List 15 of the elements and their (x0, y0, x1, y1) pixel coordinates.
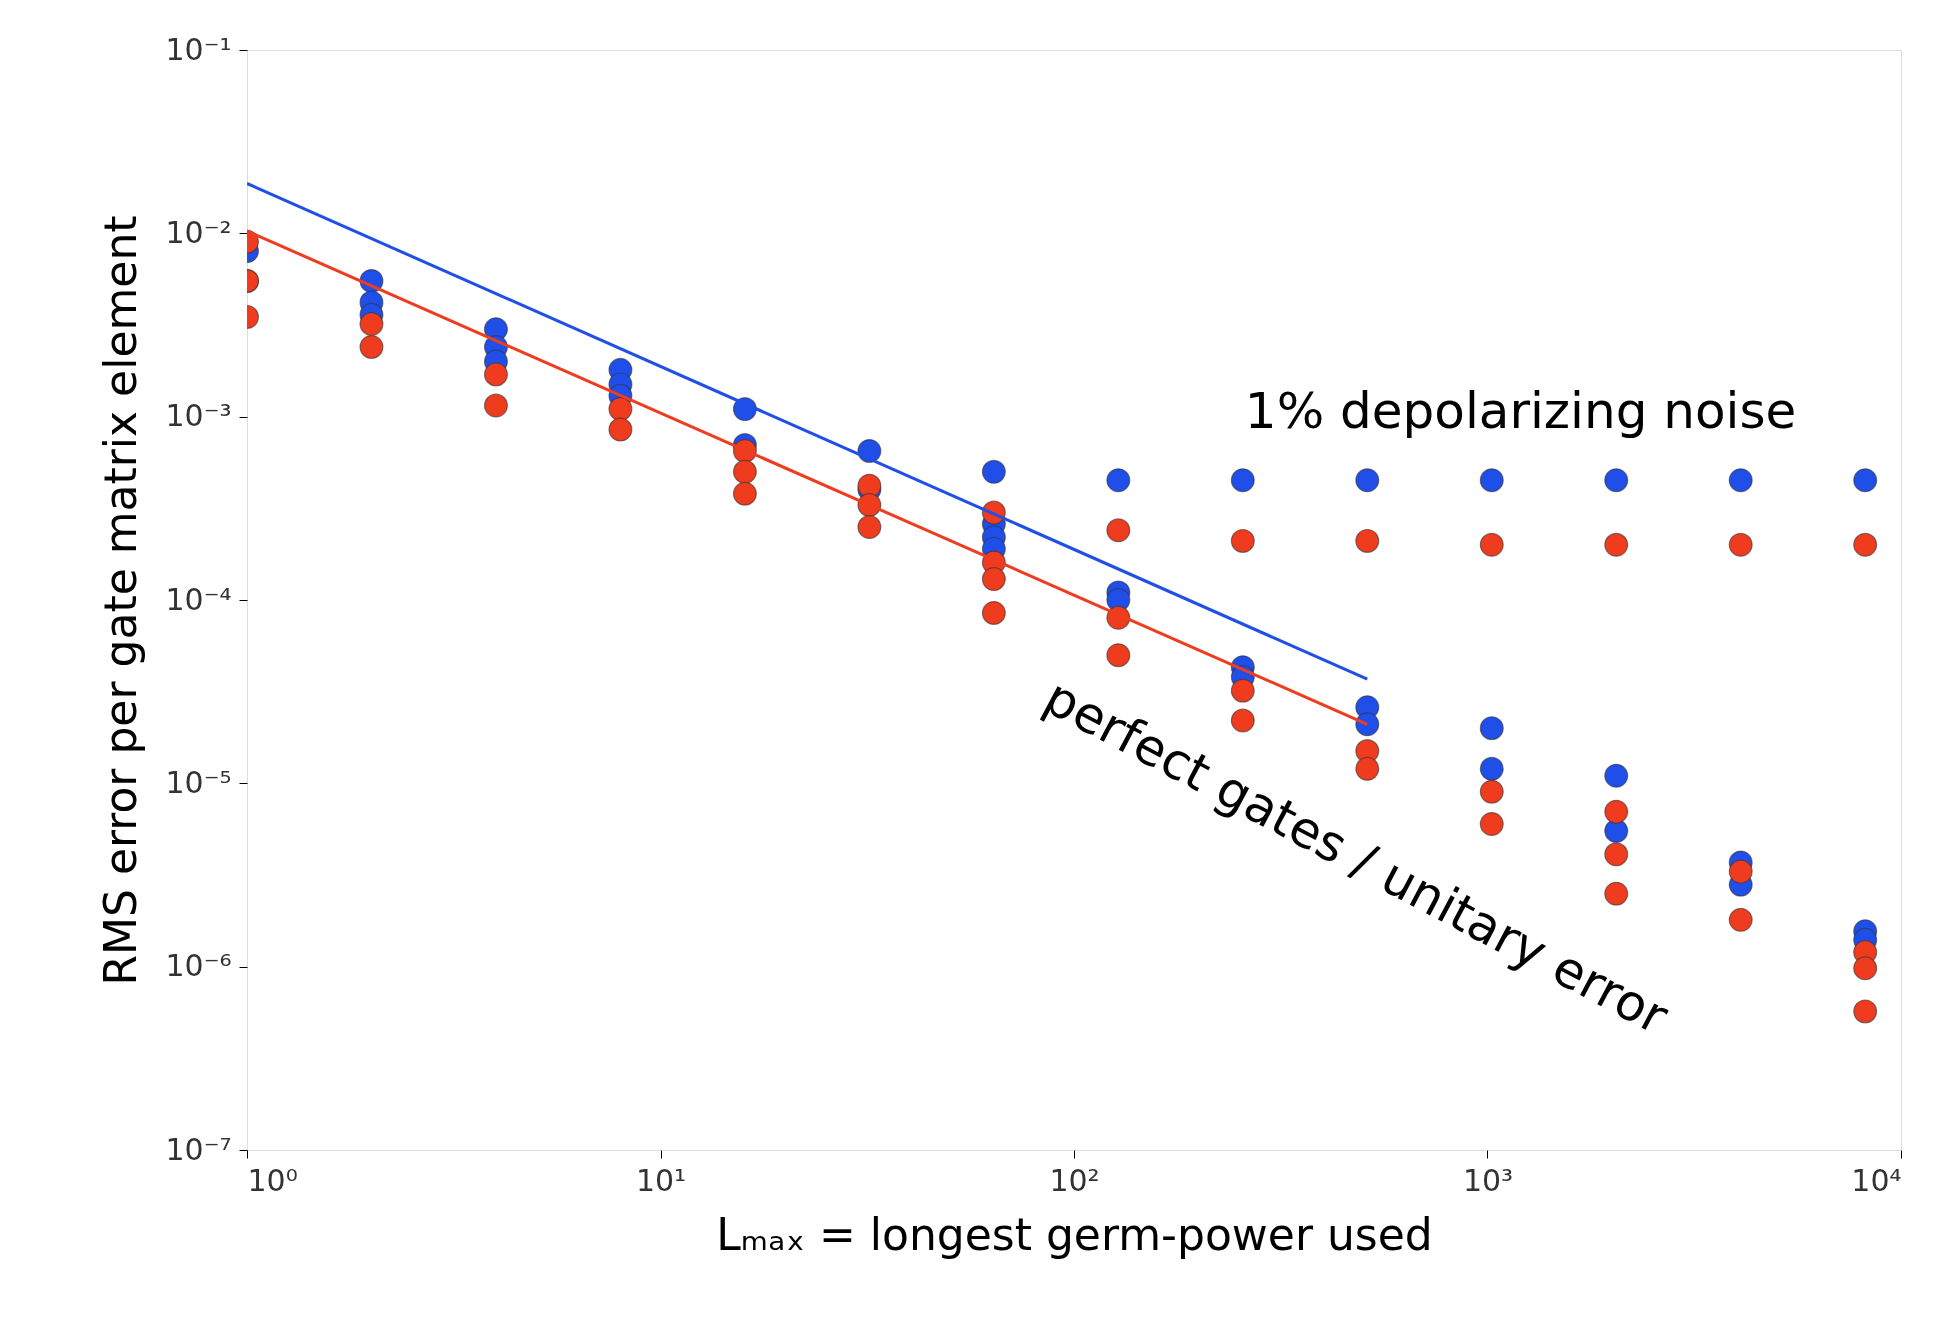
y-axis-title: RMS error per gate matrix element (95, 215, 147, 986)
x-axis-title: Lₘₐₓ = longest germ-power used (716, 1208, 1433, 1260)
y-tick-label: 10⁻⁵ (165, 764, 232, 800)
x-tick-label: 10⁴ (1851, 1162, 1902, 1198)
y-tick-label: 10⁻⁷ (165, 1131, 232, 1167)
y-tick-label: 10⁻¹ (165, 31, 232, 67)
x-tick-label: 10¹ (635, 1162, 687, 1198)
x-tick-label: 10³ (1462, 1162, 1514, 1198)
y-tick-label: 10⁻² (165, 214, 232, 250)
y-tick-label: 10⁻⁶ (165, 948, 232, 984)
y-tick-label: 10⁻³ (165, 398, 232, 434)
x-tick-label: 10² (1049, 1162, 1100, 1198)
y-tick-label: 10⁻⁴ (165, 581, 232, 617)
x-tick-label: 10⁰ (247, 1162, 298, 1198)
annotation: 1% depolarizing noise (1244, 382, 1797, 440)
